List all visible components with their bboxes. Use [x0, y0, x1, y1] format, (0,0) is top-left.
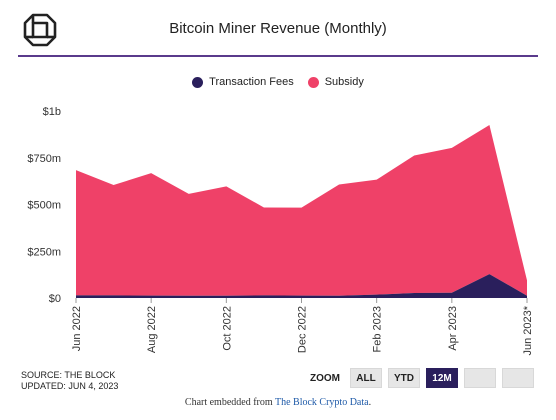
transaction-fees-area [76, 274, 527, 298]
legend-label-transaction-fees: Transaction Fees [209, 76, 294, 88]
x-tick-label: Aug 2022 [146, 306, 158, 353]
subsidy-area [76, 125, 527, 296]
x-tick-label: Oct 2022 [221, 306, 233, 351]
x-tick-label: Jun 2023* [522, 305, 534, 355]
zoom-blank-button-1[interactable] [464, 368, 496, 388]
zoom-blank-button-2[interactable] [502, 368, 534, 388]
embed-footer: Chart embedded from The Block Crypto Dat… [0, 397, 556, 408]
header-divider [18, 55, 538, 57]
chart-title: Bitcoin Miner Revenue (Monthly) [169, 20, 387, 37]
legend-item-transaction-fees[interactable]: Transaction Fees [192, 76, 294, 88]
x-tick-label: Dec 2022 [297, 306, 309, 353]
x-tick-label: Feb 2023 [372, 306, 384, 352]
revenue-area-chart: $0 $250m $500m $750m $1b Jun 2022 Aug 2022 Oct … [27, 106, 534, 356]
footer-suffix: . [368, 397, 372, 408]
x-tick-label: Jun 2022 [71, 306, 83, 351]
source-note: SOURCE: THE BLOCK UPDATED: JUN 4, 2023 [21, 370, 118, 392]
legend-swatch-transaction-fees [192, 76, 204, 88]
footer-link[interactable]: The Block Crypto Data [274, 397, 369, 408]
x-tick-label: Apr 2023 [447, 306, 459, 351]
legend-label-subsidy: Subsidy [324, 76, 364, 88]
the-block-logo-icon [23, 13, 57, 47]
legend-swatch-subsidy [307, 76, 319, 88]
y-tick-label: $250m [27, 246, 61, 258]
y-tick-label: $750m [27, 153, 61, 165]
source-line: SOURCE: THE BLOCK [21, 370, 116, 380]
zoom-all-button[interactable]: ALL [350, 368, 382, 388]
zoom-controls: ZOOM ALL YTD 12M [310, 368, 534, 388]
chart-legend: Transaction Fees Subsidy [0, 76, 556, 88]
zoom-12m-button[interactable]: 12M [426, 368, 458, 388]
zoom-ytd-button[interactable]: YTD [388, 368, 420, 388]
y-tick-label: $1b [43, 106, 61, 118]
legend-item-subsidy[interactable]: Subsidy [307, 76, 364, 88]
y-tick-label: $500m [27, 200, 61, 212]
footer-prefix: Chart embedded from [184, 397, 275, 408]
zoom-label: ZOOM [310, 372, 340, 384]
y-tick-label: $0 [49, 293, 61, 305]
updated-line: UPDATED: JUN 4, 2023 [21, 381, 119, 391]
